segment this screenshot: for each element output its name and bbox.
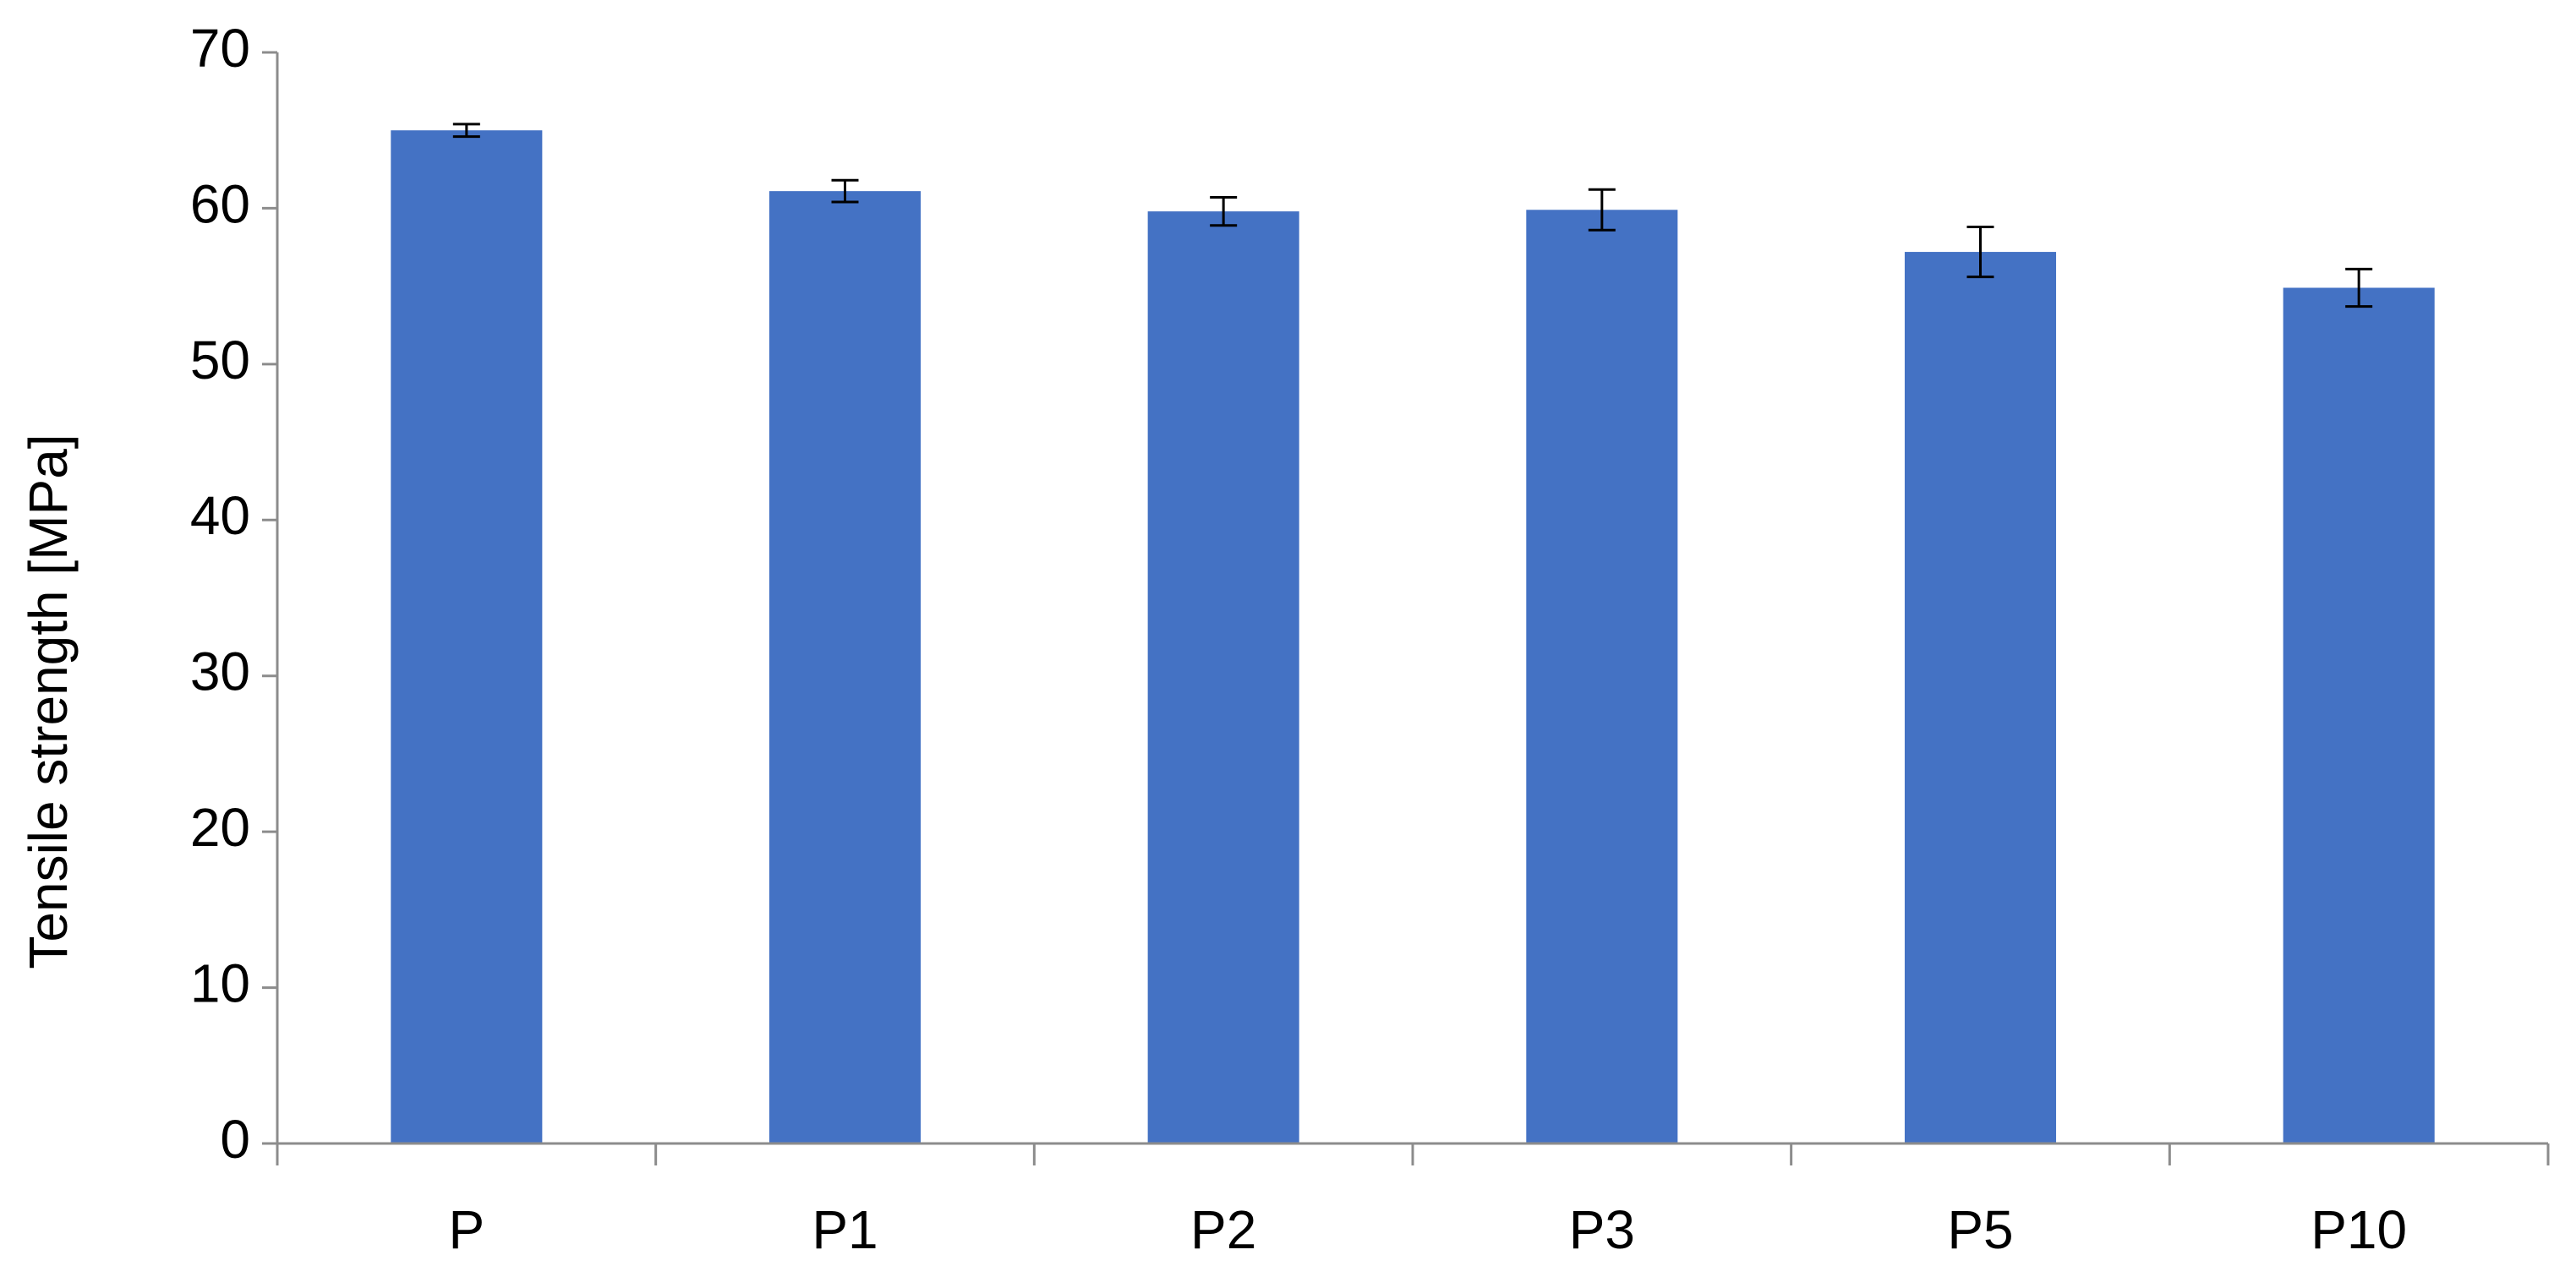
y-tick-label: 50 xyxy=(190,330,250,390)
bar xyxy=(1904,252,2057,1143)
y-tick-label: 60 xyxy=(190,173,250,234)
bar xyxy=(2283,287,2435,1143)
bar xyxy=(768,191,922,1143)
x-tick-label: P5 xyxy=(1947,1199,2013,1260)
x-tick-label: P xyxy=(448,1199,484,1260)
error-bar xyxy=(1588,188,1616,232)
error-bar xyxy=(831,178,859,204)
error-bar xyxy=(1210,196,1238,227)
x-tick-label: P3 xyxy=(1569,1199,1635,1260)
y-tick-label: 30 xyxy=(190,641,250,702)
y-tick-label: 40 xyxy=(190,485,250,546)
y-tick-label: 20 xyxy=(190,797,250,858)
x-tick-label: P1 xyxy=(812,1199,878,1260)
error-bar xyxy=(1966,226,1994,279)
x-tick-label: P10 xyxy=(2311,1199,2407,1260)
bar xyxy=(1526,210,1678,1144)
y-axis-label: Tensile strength [MPa] xyxy=(18,434,79,969)
y-tick-label: 70 xyxy=(190,18,250,79)
error-bar xyxy=(2345,267,2373,308)
x-tick-label: P2 xyxy=(1190,1199,1256,1260)
y-tick-label: 10 xyxy=(190,952,250,1013)
y-tick-label: 0 xyxy=(220,1109,250,1170)
bar xyxy=(1147,211,1299,1143)
error-bar xyxy=(452,123,480,139)
bar xyxy=(391,130,543,1144)
